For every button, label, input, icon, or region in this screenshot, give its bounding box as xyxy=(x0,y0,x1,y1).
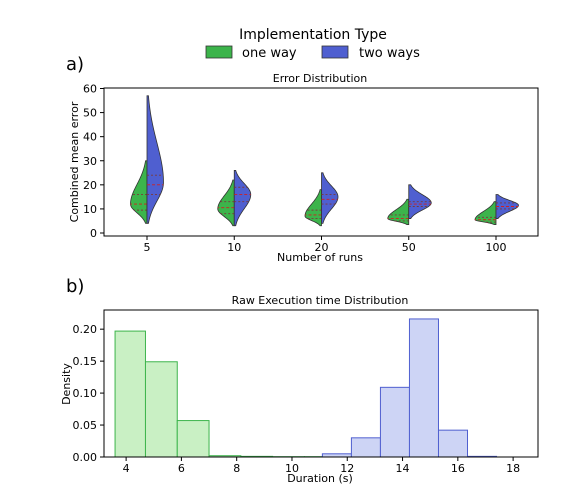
panel-label-a: a) xyxy=(66,54,84,75)
chart-b-xtick-label: 6 xyxy=(178,462,185,475)
chart-b-frame xyxy=(103,309,539,458)
chart-b-ytick-label: 0.10 xyxy=(73,387,98,400)
violin-half-one-way xyxy=(130,160,148,224)
chart-b-ytick-label: 0.20 xyxy=(73,323,98,336)
chart-a-xtick-label: 10 xyxy=(227,241,241,254)
chart-b-ytick-label: 0.00 xyxy=(73,451,98,464)
chart-a-ylabel: Combined mean error xyxy=(68,101,81,222)
violin-half-one-way xyxy=(474,201,497,225)
chart-a-ytick-label: 10 xyxy=(83,203,97,216)
violin-half-one-way xyxy=(304,189,322,227)
legend: Implementation Type one way two ways xyxy=(205,27,420,61)
chart-a-title: Error Distribution xyxy=(273,72,368,85)
violin-half-one-way xyxy=(387,198,410,225)
chart-b-xtick-label: 14 xyxy=(396,462,410,475)
chart-b-xtick-label: 18 xyxy=(506,462,520,475)
chart-a-ytick-label: 40 xyxy=(83,131,97,144)
chart-b-title: Raw Execution time Distribution xyxy=(232,294,409,307)
histogram-bar-two-ways xyxy=(437,429,469,458)
legend-label-one-way: one way xyxy=(242,46,297,61)
chart-a-xtick-label: 50 xyxy=(402,241,416,254)
violin-half-two-ways xyxy=(146,95,164,224)
violin-half-two-ways xyxy=(321,172,339,224)
violin-half-two-ways xyxy=(408,184,432,219)
chart-b-xlabel: Duration (s) xyxy=(287,472,353,485)
chart-b-xtick-label: 10 xyxy=(285,462,299,475)
legend-label-two-ways: two ways xyxy=(359,46,420,61)
chart-a-ytick-label: 0 xyxy=(90,227,97,240)
chart-b-plot-area: 0.00 0.05 0.10 0.15 0.20 4 6 8 10 12 14 16 18 xyxy=(73,318,520,475)
chart-a-xtick-label: 20 xyxy=(315,241,329,254)
histogram-bar-two-ways xyxy=(350,437,381,458)
chart-a-ytick-label: 50 xyxy=(83,107,97,120)
chart-b-xtick-label: 8 xyxy=(233,462,240,475)
chart-b-xtick-label: 16 xyxy=(451,462,465,475)
violin-half-one-way xyxy=(217,179,235,227)
chart-a-ytick-label: 20 xyxy=(83,179,97,192)
chart-a-xtick-label: 5 xyxy=(144,241,151,254)
legend-title: Implementation Type xyxy=(239,27,387,43)
histogram-bar-one-way xyxy=(114,330,146,458)
histogram-bar-one-way xyxy=(176,420,210,458)
chart-a-xlabel: Number of runs xyxy=(277,251,363,264)
chart-b-ylabel: Density xyxy=(60,363,73,405)
chart-b-ytick-label: 0.15 xyxy=(73,355,98,368)
chart-b-ytick-label: 0.05 xyxy=(73,419,98,432)
legend-swatch-one-way xyxy=(205,45,233,59)
chart-b-xtick-label: 4 xyxy=(123,462,130,475)
histogram-bar-two-ways xyxy=(379,386,410,458)
histogram-bar-one-way xyxy=(144,361,178,458)
panel-label-b: b) xyxy=(66,276,84,297)
chart-a-ytick-label: 30 xyxy=(83,155,97,168)
chart-a-plot-area: 0 10 20 30 40 50 60 5 10 20 50 100 xyxy=(83,83,519,254)
chart-a-frame xyxy=(103,87,539,237)
legend-swatch-two-ways xyxy=(321,45,349,59)
chart-a-ytick-label: 60 xyxy=(83,83,97,96)
chart-b-xtick-label: 12 xyxy=(340,462,354,475)
chart-a-xtick-label: 100 xyxy=(486,241,507,254)
histogram-bar-two-ways xyxy=(408,318,439,458)
violin-half-two-ways xyxy=(233,169,252,227)
